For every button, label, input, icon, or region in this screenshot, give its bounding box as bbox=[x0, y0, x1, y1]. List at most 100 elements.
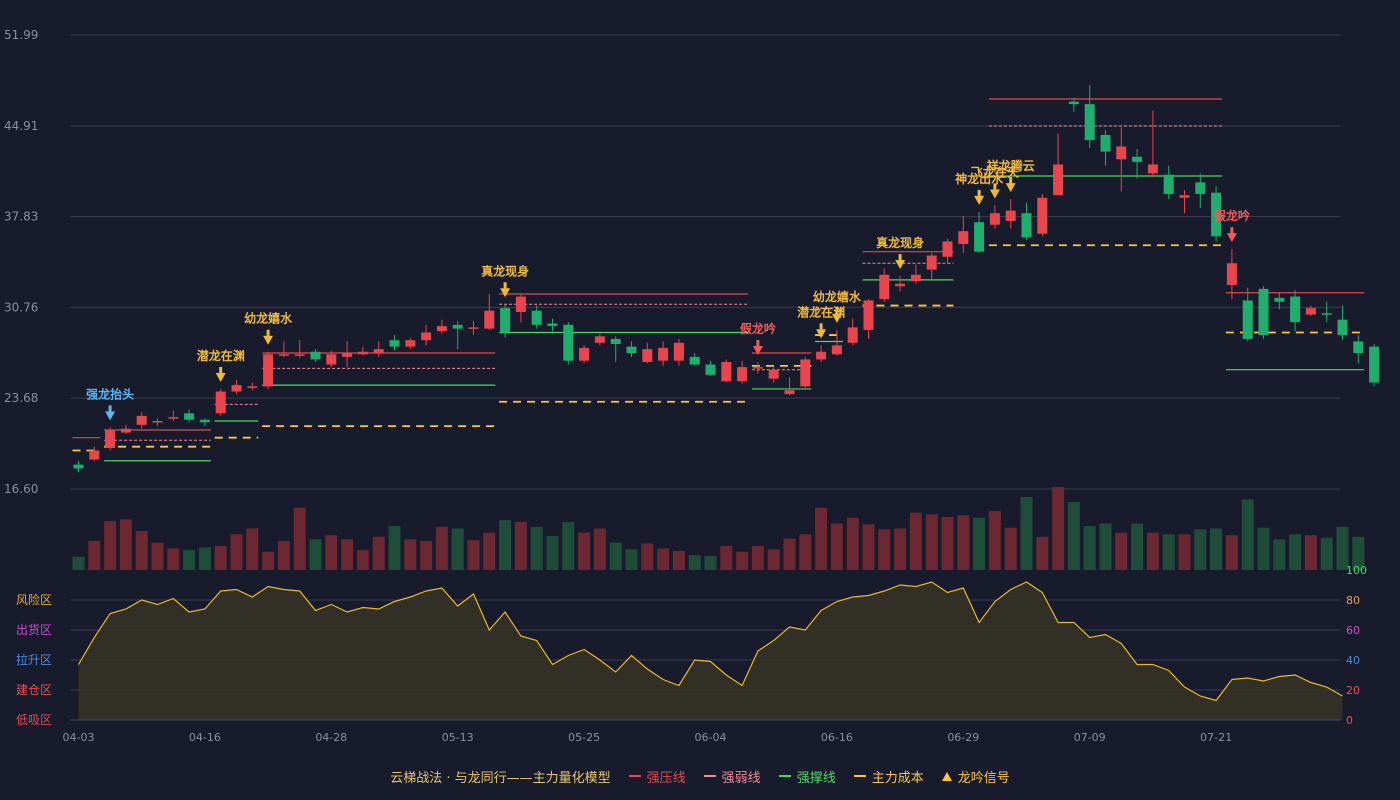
volume-bar bbox=[767, 549, 780, 570]
candle-body bbox=[863, 300, 874, 330]
candle-body bbox=[1163, 174, 1174, 194]
volume-bar bbox=[799, 534, 812, 570]
candle-body bbox=[895, 283, 906, 287]
candle-body bbox=[1353, 341, 1364, 354]
support-line-swatch bbox=[778, 775, 791, 777]
candle-body bbox=[721, 361, 732, 382]
candle-body bbox=[1274, 297, 1285, 302]
signal-marker: 幼龙嬉水 bbox=[244, 311, 293, 345]
signal-arrow-icon bbox=[1226, 233, 1237, 243]
volume-bar bbox=[262, 551, 275, 570]
volume-bar bbox=[1352, 536, 1365, 570]
volume-bar bbox=[435, 526, 448, 570]
signal-arrow-icon bbox=[263, 335, 274, 345]
volume-bar bbox=[1304, 535, 1317, 570]
candle-body bbox=[1258, 288, 1269, 336]
candle-body bbox=[278, 354, 289, 356]
volume-bar bbox=[325, 535, 338, 570]
candle-body bbox=[1211, 192, 1222, 237]
volume-bar bbox=[1273, 539, 1286, 570]
signal-arrow-stem bbox=[266, 329, 270, 337]
signal-arrow-icon bbox=[1005, 183, 1016, 193]
volume-bar bbox=[1178, 534, 1191, 570]
volume-bar bbox=[830, 523, 843, 570]
volume-bar bbox=[356, 550, 369, 570]
signal-arrow-stem bbox=[1230, 227, 1234, 235]
volume-bar bbox=[198, 547, 211, 570]
price-tick-label: 16.60 bbox=[4, 482, 38, 496]
candle-body bbox=[705, 364, 716, 375]
candle-body bbox=[1084, 104, 1095, 141]
legend-item-cost[interactable]: 主力成本 bbox=[853, 767, 924, 786]
volume-bar bbox=[167, 548, 180, 570]
volume-bar bbox=[704, 555, 717, 570]
volume-bar bbox=[277, 540, 290, 570]
legend-item-signal[interactable]: 龙吟信号 bbox=[941, 767, 1010, 786]
candle-body bbox=[1305, 308, 1316, 315]
candle-body bbox=[689, 356, 700, 365]
candle-body bbox=[247, 386, 258, 388]
legend-label-cost: 主力成本 bbox=[871, 770, 924, 786]
candle-body bbox=[1179, 195, 1190, 198]
candle-body bbox=[737, 367, 748, 382]
volume-bar bbox=[1257, 527, 1270, 570]
volume-bar bbox=[214, 545, 227, 570]
candle-body bbox=[1037, 197, 1048, 234]
legend-item-weak[interactable]: 强弱线 bbox=[703, 767, 761, 786]
signal-label: 假龙吟 bbox=[1214, 208, 1250, 223]
candle-body bbox=[563, 324, 574, 361]
signal-label: 真龙现身 bbox=[876, 235, 924, 250]
legend-label-weak: 强弱线 bbox=[721, 770, 761, 786]
legend-item-support[interactable]: 强撑线 bbox=[778, 767, 836, 786]
volume-bar bbox=[641, 543, 654, 570]
candle-body bbox=[1116, 146, 1127, 160]
candle-body bbox=[452, 324, 463, 329]
volume-bar bbox=[420, 540, 433, 570]
x-tick-label: 04-03 bbox=[63, 731, 95, 744]
candle-body bbox=[1195, 182, 1206, 194]
legend-label-pressure: 强压线 bbox=[646, 770, 686, 786]
signal-marker: 幼龙嬉水 bbox=[813, 289, 862, 323]
signal-arrow-stem bbox=[993, 183, 997, 191]
signal-label: 幼龙嬉水 bbox=[244, 311, 293, 326]
legend-label-support: 强撑线 bbox=[796, 770, 836, 786]
candle-body bbox=[1053, 164, 1064, 196]
volume-bar bbox=[119, 519, 132, 570]
signal-arrow-stem bbox=[898, 254, 902, 262]
indicator-tick-label: 80 bbox=[1346, 594, 1360, 607]
candle-body bbox=[484, 310, 495, 329]
legend-item-pressure[interactable]: 强压线 bbox=[628, 767, 686, 786]
volume-bar bbox=[1320, 537, 1333, 570]
candle-body bbox=[1147, 164, 1158, 174]
candle-body bbox=[1132, 156, 1143, 162]
candle-body bbox=[1226, 263, 1237, 286]
candle-body bbox=[436, 326, 447, 332]
indicator-zone-label: 低吸区 bbox=[16, 713, 52, 727]
volume-bar bbox=[973, 517, 986, 570]
candle-body bbox=[1242, 300, 1253, 339]
volume-bar bbox=[672, 550, 685, 570]
indicator-tick-label: 40 bbox=[1346, 654, 1360, 667]
volume-bar bbox=[246, 528, 259, 570]
legend: 云梯战法 · 与龙同行——主力量化模型 强压线 强弱线 强撑线 主力成本 龙吟信… bbox=[0, 764, 1400, 788]
signal-label: 潜龙在渊 bbox=[197, 348, 245, 363]
signal-marker: 祥龙腾云 bbox=[987, 158, 1035, 193]
signal-arrow-icon bbox=[831, 313, 842, 323]
candle-body bbox=[784, 390, 795, 395]
indicator-zone-label: 出货区 bbox=[16, 622, 52, 637]
candle-body bbox=[184, 413, 195, 420]
x-tick-label: 04-16 bbox=[189, 731, 221, 744]
signal-label: 飞龙在天 bbox=[971, 164, 1020, 179]
price-tick-label: 44.91 bbox=[4, 119, 38, 133]
candle-body bbox=[389, 340, 400, 347]
signal-arrow-stem bbox=[219, 366, 223, 374]
candle-body bbox=[673, 342, 684, 361]
signal-arrow-icon bbox=[500, 288, 511, 298]
volume-bar bbox=[404, 539, 417, 570]
volume-bar bbox=[1162, 534, 1175, 570]
volume-bar bbox=[293, 507, 306, 570]
candle-body bbox=[594, 336, 605, 343]
x-tick-label: 04-28 bbox=[315, 731, 347, 744]
